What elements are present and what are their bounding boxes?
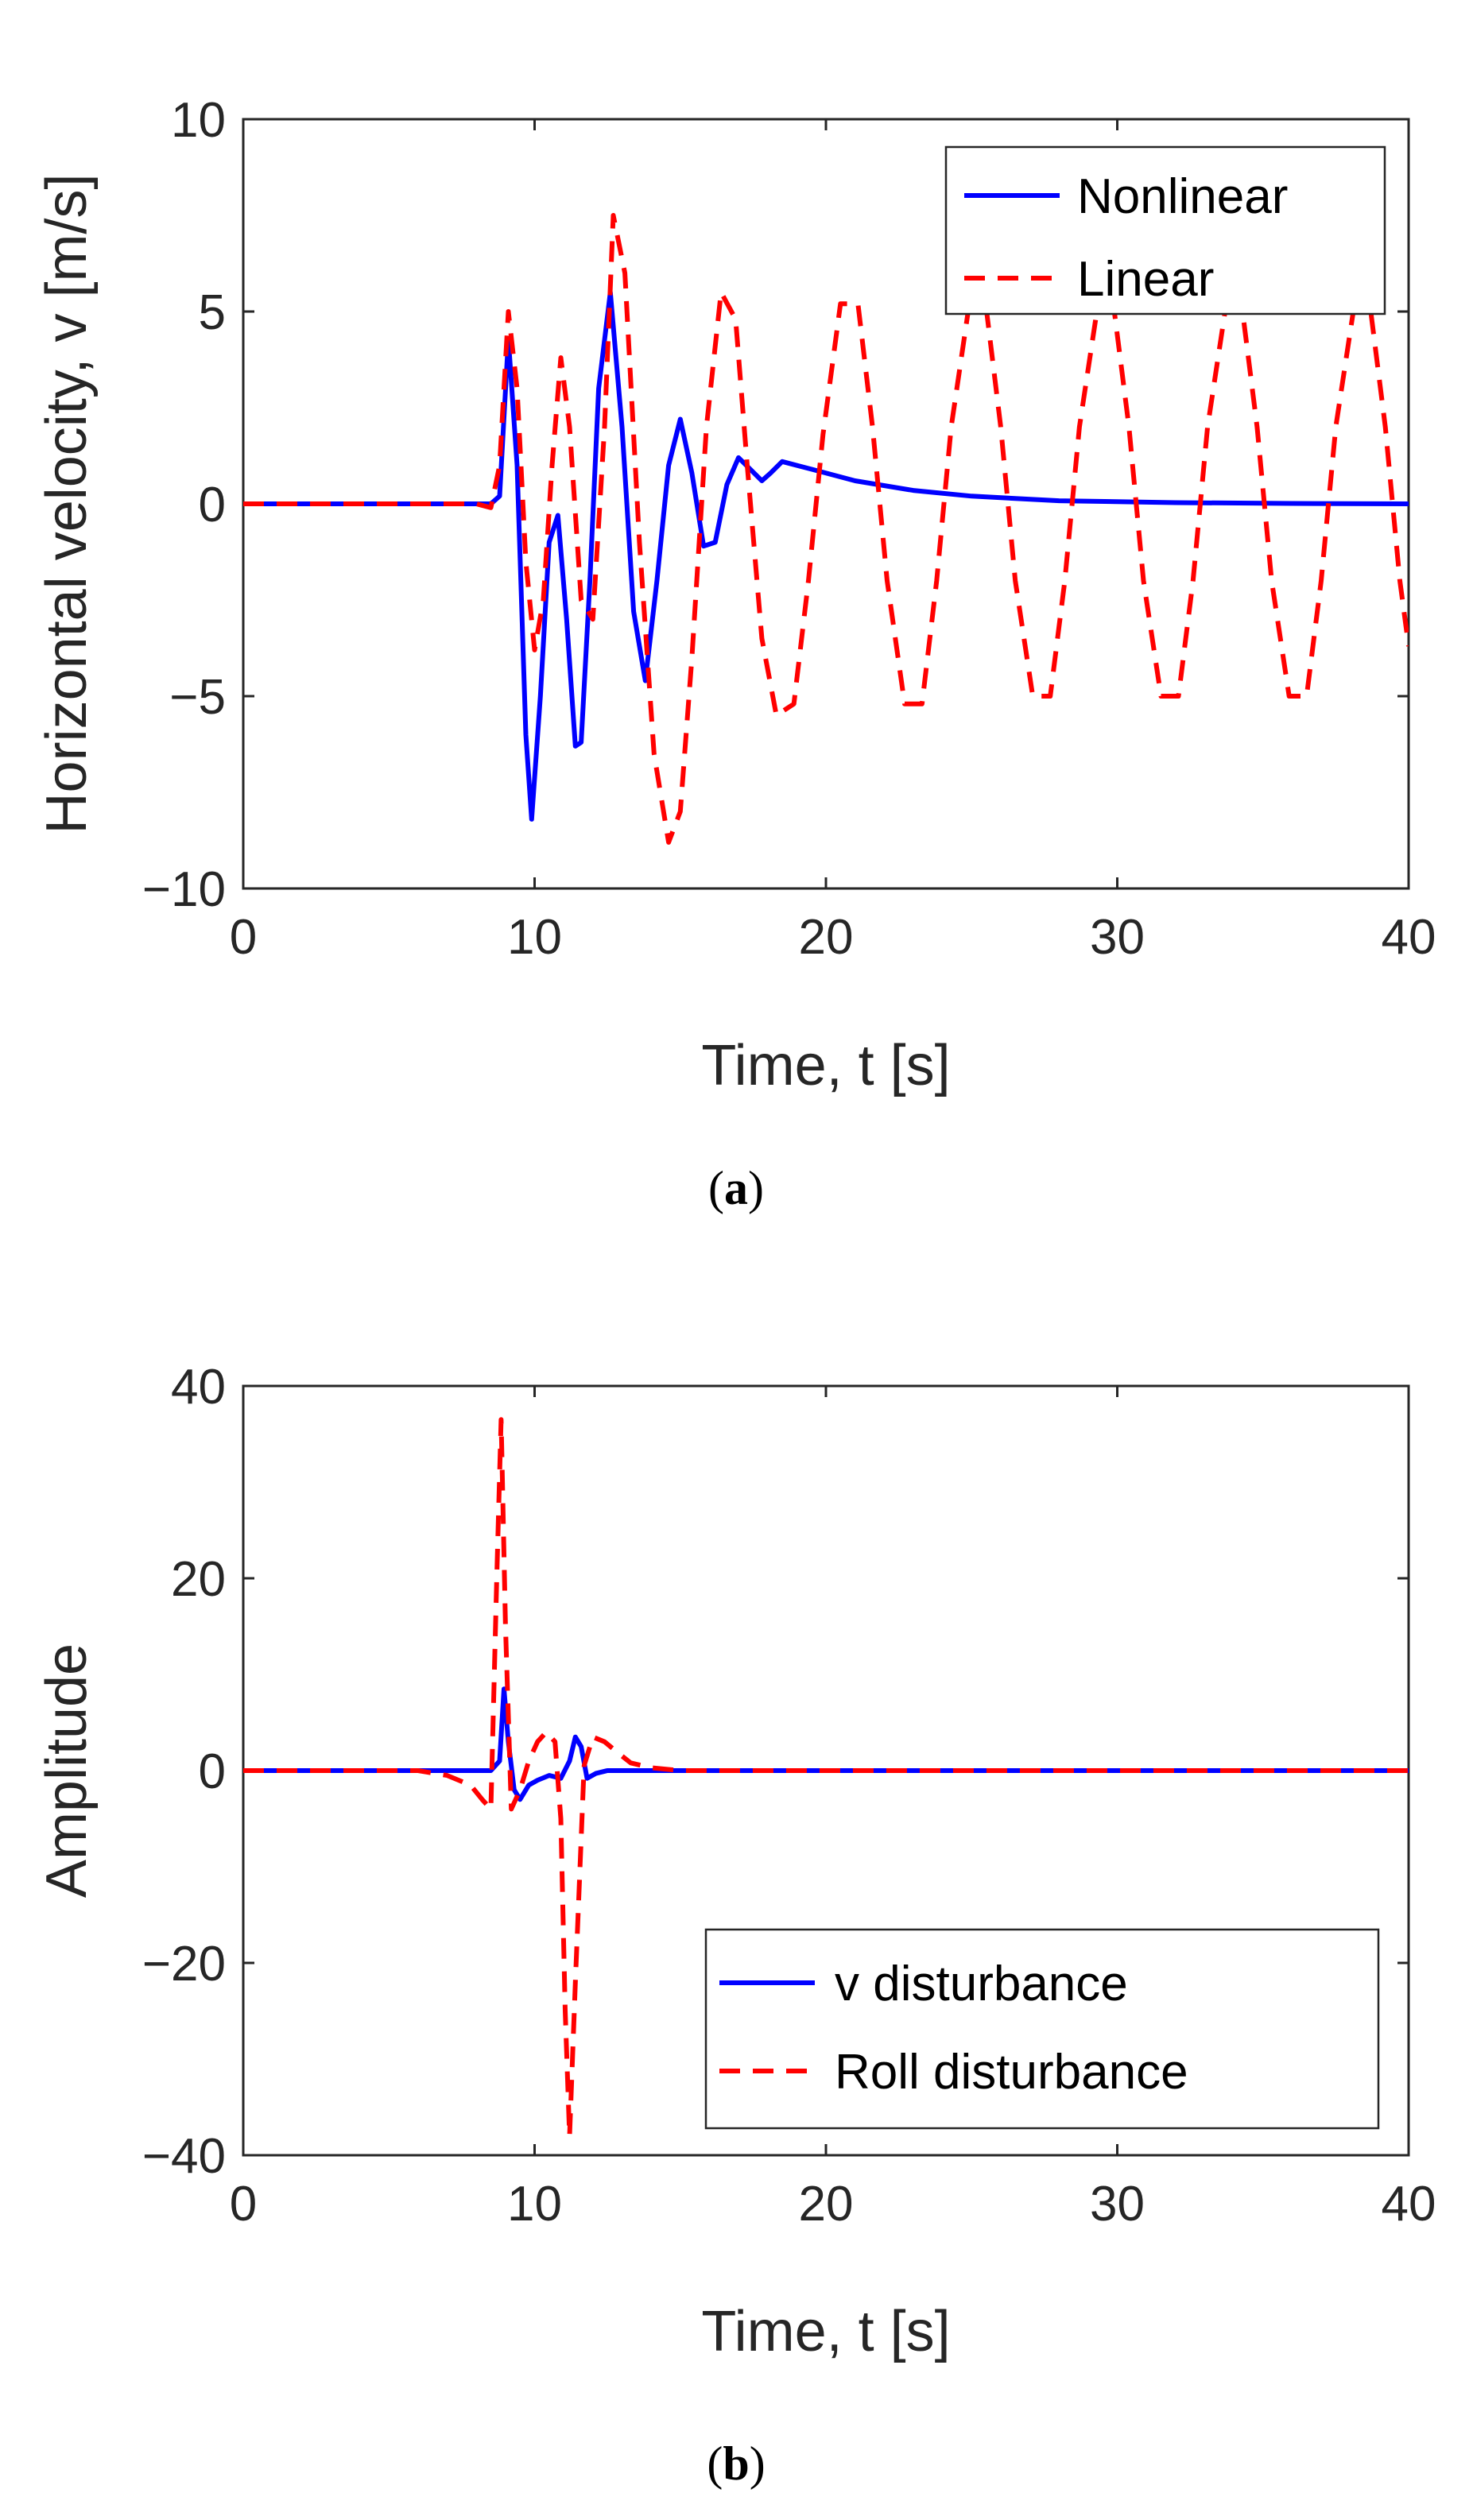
chart-b-legend-box (704, 1928, 1380, 2130)
chart-a-y-tick-label-1: 5 (199, 285, 226, 340)
chart-b-y-tick-label-0: 40 (171, 1360, 226, 1415)
chart-b-caption: (b) (707, 2437, 765, 2490)
chart-a-legend-box (944, 145, 1386, 315)
chart-b-y-tick-label-2: 0 (199, 1744, 226, 1799)
chart-a-caption: (a) (708, 1162, 764, 1214)
chart-b-legend: v disturbance Roll disturbance (704, 1928, 1380, 2130)
chart-b-x-axis-label: Time, t [s] (701, 2300, 950, 2363)
chart-b-ticks: 0 10 20 30 40 40 20 0 −20 −40 (142, 1360, 1436, 2232)
chart-a-x-tick-label-40: 40 (1382, 910, 1436, 965)
chart-a-x-tick-label-10: 10 (507, 910, 562, 965)
chart-a-legend: Nonlinear Linear (944, 145, 1386, 315)
chart-a-legend-label-linear: Linear (1077, 252, 1214, 307)
chart-a-series-line-nonlinear (243, 289, 1409, 822)
chart-a-x-axis-label: Time, t [s] (701, 1034, 950, 1097)
chart-a-y-tick-label-3: −5 (169, 670, 226, 725)
chart-a-y-axis-label: Horizontal velocity, v [m/s] (35, 174, 99, 834)
chart-a-legend-label-nonlinear: Nonlinear (1077, 169, 1288, 224)
chart-b-series-line-roll-disturbance (243, 1417, 1409, 2139)
chart-a: 0 10 20 30 40 10 5 0 −5 −10 Time, t [s] Horizonta… (35, 93, 1436, 1214)
chart-b-y-tick-label-3: −20 (142, 1937, 226, 1992)
chart-b-x-tick-label-30: 30 (1090, 2177, 1145, 2232)
chart-a-x-tick-label-0: 0 (230, 910, 257, 965)
chart-b-legend-label-v-disturbance: v disturbance (835, 1957, 1128, 2011)
chart-a-y-tick-label-4: −10 (142, 862, 226, 917)
chart-b-x-tick-label-0: 0 (230, 2177, 257, 2232)
chart-a-x-tick-label-30: 30 (1090, 910, 1145, 965)
chart-b-series (243, 1417, 1409, 2139)
chart-b-x-tick-label-40: 40 (1382, 2177, 1436, 2232)
chart-b-x-tick-label-10: 10 (507, 2177, 562, 2232)
chart-b-y-tick-label-4: −40 (142, 2129, 226, 2184)
chart-a-x-tick-label-20: 20 (799, 910, 854, 965)
chart-b-x-tick-label-20: 20 (799, 2177, 854, 2232)
chart-a-y-tick-label-2: 0 (199, 478, 226, 532)
chart-a-y-tick-label-0: 10 (171, 93, 226, 148)
chart-b-legend-label-roll-disturbance: Roll disturbance (835, 2045, 1188, 2100)
chart-b-y-tick-label-1: 20 (171, 1552, 226, 1607)
chart-b: 0 10 20 30 40 40 20 0 −20 −40 Time, t [s] Amplitu… (35, 1360, 1436, 2490)
chart-a-ticks: 0 10 20 30 40 10 5 0 −5 −10 (142, 93, 1436, 965)
chart-b-y-axis-label: Amplitude (35, 1643, 99, 1898)
